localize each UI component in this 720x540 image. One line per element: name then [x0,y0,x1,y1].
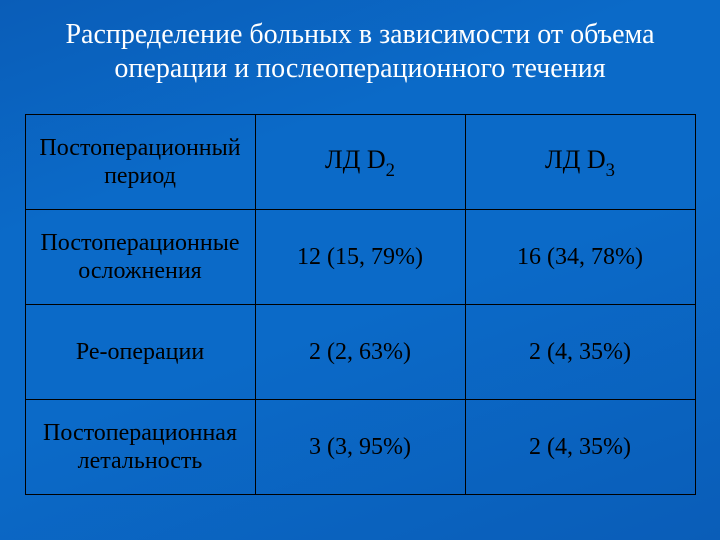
cell-value: 16 (34, 78%) [465,210,695,305]
col-header-d3-prefix: ЛД D [545,145,606,174]
col-header-d3: ЛД D3 [465,115,695,210]
cell-value: 2 (4, 35%) [465,305,695,400]
col-header-d2-sub: 2 [386,160,395,181]
data-table: Постоперационный период ЛД D2 ЛД D3 Пост… [25,114,696,495]
table-row: Постоперационная летальность 3 (3, 95%) … [25,400,695,495]
table-row: Ре-операции 2 (2, 63%) 2 (4, 35%) [25,305,695,400]
table-row: Постоперационные осложнения 12 (15, 79%)… [25,210,695,305]
col-header-d2: ЛД D2 [255,115,465,210]
cell-value: 2 (4, 35%) [465,400,695,495]
row-label: Постоперационная летальность [25,400,255,495]
col-header-d2-prefix: ЛД D [325,145,386,174]
cell-value: 12 (15, 79%) [255,210,465,305]
cell-value: 2 (2, 63%) [255,305,465,400]
table-header-row: Постоперационный период ЛД D2 ЛД D3 [25,115,695,210]
slide-title: Распределение больных в зависимости от о… [20,18,700,86]
row-label: Постоперационные осложнения [25,210,255,305]
col-header-period: Постоперационный период [25,115,255,210]
slide: Распределение больных в зависимости от о… [0,0,720,540]
row-label: Ре-операции [25,305,255,400]
col-header-d3-sub: 3 [606,160,615,181]
cell-value: 3 (3, 95%) [255,400,465,495]
